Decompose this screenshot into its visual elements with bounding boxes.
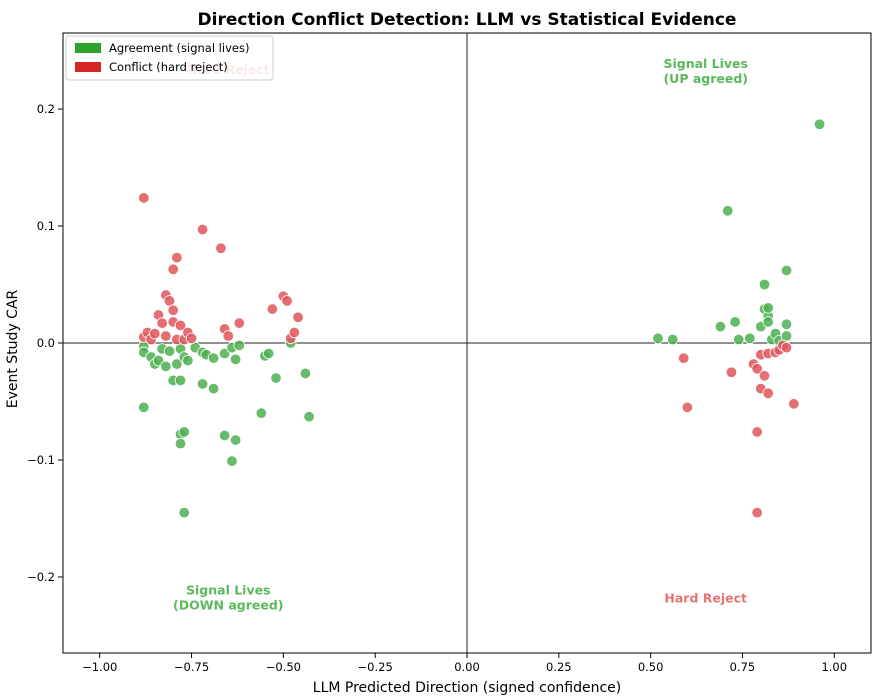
x-tick-label: −0.50 <box>266 660 301 674</box>
agreement-point <box>262 347 275 360</box>
conflict-point <box>681 401 694 414</box>
conflict-point <box>174 319 187 332</box>
conflict-point <box>160 330 172 342</box>
agreement-point <box>233 339 245 352</box>
agreement-point <box>207 352 220 364</box>
conflict-point <box>215 242 227 254</box>
conflict-point <box>281 295 293 307</box>
agreement-point <box>652 332 664 345</box>
agreement-point <box>780 318 793 330</box>
agreement-point <box>255 407 268 419</box>
y-tick-label: 0.1 <box>37 219 55 233</box>
y-tick-label: 0.2 <box>37 102 55 116</box>
conflict-point <box>185 332 198 345</box>
agreement-point <box>299 367 312 380</box>
quadrant-label: Hard Reject <box>664 591 747 606</box>
x-tick-label: 0.75 <box>730 660 756 674</box>
agreement-point <box>666 333 679 346</box>
conflict-point <box>788 398 800 410</box>
agreement-point <box>229 353 242 366</box>
x-axis-label: LLM Predicted Direction (signed confiden… <box>313 680 621 696</box>
agreement-point <box>762 302 774 314</box>
x-tick-label: −0.75 <box>174 660 209 674</box>
agreement-point <box>270 372 282 384</box>
conflict-point <box>751 506 763 519</box>
conflict-point <box>156 317 168 329</box>
y-axis-ticks: −0.2 −0.1 0.0 0.1 0.2 <box>27 102 63 584</box>
agreement-point <box>762 316 774 328</box>
chart-title: Direction Conflict Detection: LLM vs Sta… <box>198 10 737 30</box>
y-tick-label: −0.1 <box>27 453 55 467</box>
x-tick-label: 0.50 <box>638 660 664 674</box>
conflict-point <box>725 366 738 378</box>
conflict-point <box>149 327 161 340</box>
agreement-point <box>182 354 194 367</box>
conflict-point <box>780 341 793 354</box>
y-tick-label: 0.0 <box>37 336 55 350</box>
legend-swatch-conflict <box>75 62 101 72</box>
agreement-point <box>733 333 745 346</box>
y-axis-label: Event Study CAR <box>5 289 21 408</box>
agreement-point <box>758 278 771 291</box>
agreement-point <box>780 264 793 277</box>
quadrant-label: Signal Lives (DOWN agreed) <box>173 583 283 613</box>
conflict-point <box>677 352 690 364</box>
conflict-point <box>167 304 179 316</box>
conflict-point <box>751 363 763 375</box>
conflict-point <box>758 370 771 382</box>
data-points <box>138 118 826 519</box>
conflict-point <box>196 223 209 236</box>
agreement-point <box>163 345 176 357</box>
agreement-point <box>207 382 220 395</box>
agreement-point <box>196 378 209 390</box>
x-tick-label: 0.00 <box>454 660 480 674</box>
agreement-point <box>714 320 727 333</box>
conflict-point <box>222 330 234 342</box>
agreement-point <box>218 429 231 442</box>
agreement-point <box>226 455 238 467</box>
legend-label-agreement: Agreement (signal lives) <box>109 41 249 55</box>
x-tick-label: 0.25 <box>546 660 572 674</box>
agreement-point <box>813 118 826 130</box>
agreement-point <box>178 426 190 438</box>
agreement-point <box>174 374 187 387</box>
y-tick-label: −0.2 <box>27 570 55 584</box>
legend-swatch-agreement <box>75 43 101 53</box>
conflict-point <box>138 192 150 204</box>
legend-box <box>65 35 274 81</box>
agreement-point <box>303 410 315 423</box>
x-tick-label: −0.25 <box>358 660 393 674</box>
agreement-point <box>744 332 756 345</box>
axes: −1.00 −0.75 −0.50 −0.25 0.00 0.25 0.50 0.75 1.00… <box>27 32 872 674</box>
agreement-point <box>160 360 172 373</box>
agreement-point <box>171 358 183 370</box>
x-tick-label: −1.00 <box>82 660 117 674</box>
agreement-point <box>729 316 741 328</box>
conflict-point <box>266 303 279 315</box>
legend: Agreement (signal lives) Conflict (hard … <box>65 35 274 81</box>
conflict-point <box>751 426 763 438</box>
conflict-point <box>171 251 183 264</box>
conflict-point <box>288 326 301 339</box>
agreement-point <box>722 205 734 217</box>
x-tick-label: 1.00 <box>821 660 847 674</box>
conflict-point <box>762 387 774 400</box>
x-axis-ticks: −1.00 −0.75 −0.50 −0.25 0.00 0.25 0.50 0.75 1.00 <box>82 653 847 674</box>
conflict-point <box>233 317 245 329</box>
agreement-point <box>229 434 242 446</box>
legend-label-conflict: Conflict (hard reject) <box>109 60 228 74</box>
quadrant-label: Signal Lives (UP agreed) <box>663 56 748 86</box>
agreement-point <box>174 437 187 450</box>
agreement-point <box>178 506 190 519</box>
agreement-point <box>138 401 150 414</box>
conflict-point <box>292 311 304 323</box>
conflict-point <box>167 263 179 276</box>
